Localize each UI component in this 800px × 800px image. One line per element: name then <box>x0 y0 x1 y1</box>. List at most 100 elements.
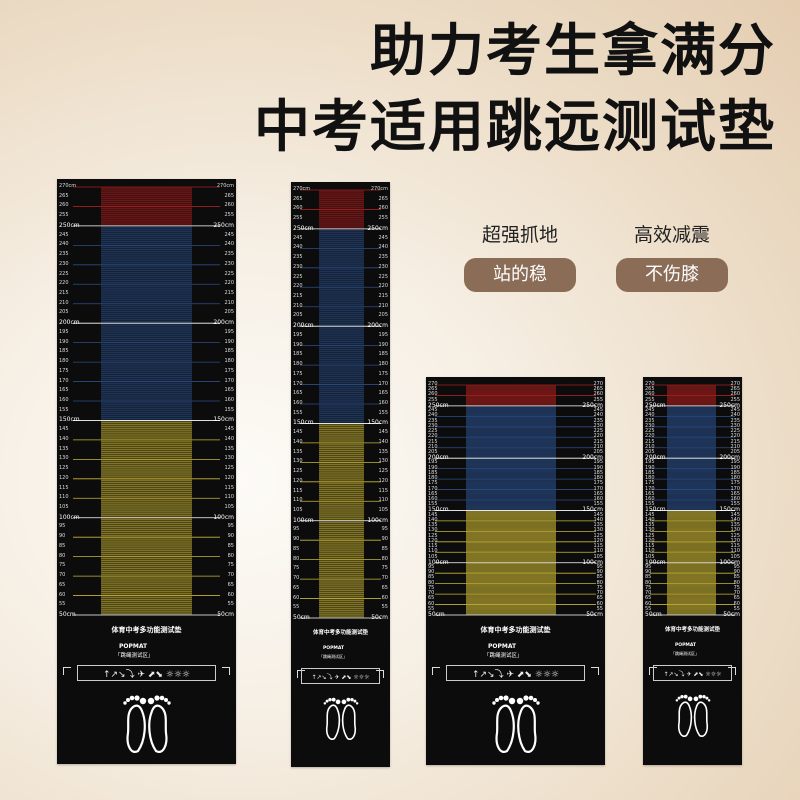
scale-label-left: 200cm <box>428 454 449 462</box>
footprints-icon <box>122 695 171 753</box>
scale-label-right: 140 <box>224 435 234 442</box>
scale-label-right: 90 <box>596 569 603 576</box>
scale-label-right: 230 <box>378 263 388 270</box>
scale-label-right: 255 <box>224 212 234 219</box>
footprints-icon <box>323 697 358 740</box>
scale-label-right: 150cm <box>719 506 740 514</box>
scale-label-left: 125 <box>59 465 69 472</box>
scale-label-right: 90 <box>733 569 740 576</box>
scale-label-right: 205 <box>593 448 603 455</box>
scale-label-left: 105 <box>59 504 69 510</box>
scale-label-left: 75 <box>645 584 652 591</box>
scale-label-right: 145 <box>593 511 603 518</box>
scale-label-right: 140 <box>730 516 740 523</box>
scale-label-left: 125 <box>428 532 438 539</box>
scale-label-left: 230 <box>645 422 655 429</box>
scale-label-right: 240 <box>224 241 234 248</box>
scale-label-right: 215 <box>224 290 234 296</box>
scale-label-right: 75 <box>227 562 234 569</box>
scale-label-left: 120 <box>59 474 69 481</box>
mat-zone-label: 「跳绳测试区」 <box>484 653 523 659</box>
scale-label-right: 265 <box>224 192 234 199</box>
corner-mark <box>728 667 736 675</box>
scale-label-left: 115 <box>293 487 303 494</box>
scale-label-left: 195 <box>645 459 655 466</box>
scale-label-left: 250cm <box>293 224 314 232</box>
mat-brand: POPMAT <box>675 643 697 648</box>
scale-label-left: 75 <box>293 565 300 572</box>
mat-title: 体育中考多功能测试垫 <box>480 626 551 634</box>
scale-label-left: 245 <box>428 407 438 414</box>
scale-label-left: 165 <box>59 387 69 394</box>
scale-label-right: 135 <box>378 448 388 455</box>
scale-label-left: 135 <box>428 522 438 529</box>
scale-label-left: 235 <box>293 254 303 261</box>
feature-grip-title: 超强抓地 <box>481 224 558 246</box>
scale-label-left: 155 <box>645 501 655 508</box>
scale-label-right: 270 <box>730 381 740 387</box>
scale-label-right: 60 <box>227 591 234 598</box>
scale-label-right: 60 <box>381 594 388 601</box>
scale-label-right: 145 <box>378 429 388 436</box>
scale-label-left: 255 <box>428 396 438 403</box>
scale-label-right: 185 <box>730 469 740 476</box>
scale-label-right: 220 <box>378 283 388 290</box>
scale-label-left: 115 <box>428 543 438 550</box>
scale-label-right: 130 <box>378 458 388 465</box>
scale-label-right: 175 <box>224 367 234 374</box>
scale-label-left: 245 <box>645 407 655 414</box>
scale-label-left: 65 <box>428 595 435 602</box>
scale-label-left: 260 <box>293 205 303 212</box>
scale-label-left: 125 <box>645 532 655 539</box>
scale-label-right: 110 <box>730 548 740 555</box>
scale-label-right: 55 <box>227 601 234 608</box>
scale-label-left: 125 <box>293 468 303 475</box>
scale-label-left: 230 <box>59 260 69 267</box>
scale-label-left: 130 <box>293 458 303 465</box>
scale-label-right: 145 <box>730 511 740 518</box>
scale-label-right: 245 <box>378 234 388 241</box>
scale-label-left: 80 <box>428 579 435 586</box>
scale-label-left: 65 <box>293 584 300 591</box>
scale-label-left: 220 <box>293 283 303 290</box>
scale-label-left: 220 <box>59 280 69 287</box>
scale-label-right: 250cm <box>367 224 388 232</box>
scale-label-right: 60 <box>596 600 603 607</box>
scale-label-right: 70 <box>596 590 603 597</box>
scale-lines <box>73 186 220 616</box>
scale-label-left: 110 <box>645 548 655 555</box>
scale-label-left: 110 <box>293 497 303 504</box>
scale-label-right: 125 <box>378 468 388 475</box>
scale-label-left: 190 <box>59 338 69 345</box>
headline-line-1: 助力考生拿满分 <box>370 19 776 84</box>
scale-label-right: 155 <box>224 406 234 413</box>
scale-label-right: 175 <box>378 370 388 377</box>
scale-label-left: 70 <box>428 590 435 597</box>
scale-label-right: 215 <box>378 293 388 299</box>
scale-label-right: 125 <box>730 532 740 539</box>
scale-label-left: 260 <box>59 202 69 209</box>
scale-label-left: 250cm <box>645 401 666 409</box>
feature-grip: 超强抓地 站的稳 <box>464 222 576 292</box>
scale-label-left: 260 <box>645 391 655 398</box>
scale-label-right: 140 <box>378 438 388 445</box>
mat-zone-label: 「跳绳测试区」 <box>319 654 347 659</box>
scale-label-right: 145 <box>224 426 234 433</box>
scale-label-right: 205 <box>378 312 388 319</box>
scale-label-left: 205 <box>59 309 69 316</box>
jump-mat-medium: 50cm 50cm 55 55 60 60 65 65 70 70 75 75 80 80 85 85 90 90… <box>291 182 390 767</box>
scale-lines <box>435 384 596 616</box>
scale-label-right: 95 <box>596 563 603 570</box>
scale-label-left: 215 <box>293 293 303 299</box>
scale-label-right: 225 <box>378 273 388 280</box>
scale-label-left: 90 <box>645 569 652 576</box>
scale-label-right: 215 <box>730 438 740 445</box>
scale-label-right: 65 <box>596 595 603 602</box>
scale-label-right: 260 <box>593 391 603 398</box>
scale-label-right: 210 <box>593 443 603 450</box>
scale-label-right: 90 <box>227 533 234 540</box>
scale-label-left: 200cm <box>645 454 666 462</box>
scale-label-left: 195 <box>428 459 438 466</box>
scale-label-right: 170 <box>224 377 234 384</box>
scale-label-right: 235 <box>224 251 234 258</box>
